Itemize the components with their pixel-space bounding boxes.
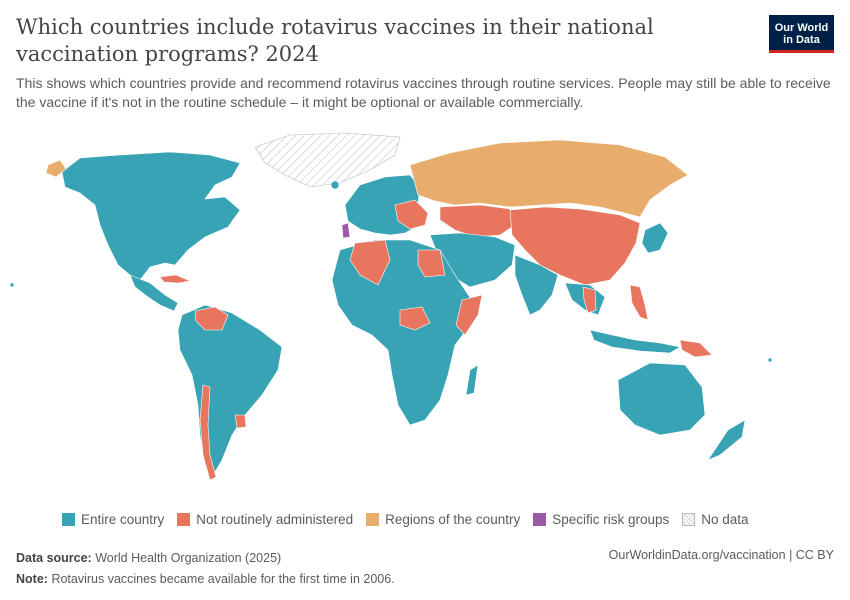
- legend-swatch-specific-risk: [533, 513, 547, 526]
- chart-subtitle: This shows which countries provide and r…: [16, 75, 831, 110]
- map-new-zealand[interactable]: [707, 419, 746, 461]
- map-uruguay[interactable]: [234, 414, 247, 429]
- legend-label: Regions of the country: [385, 512, 521, 527]
- logo-line-1: Our World: [774, 22, 829, 34]
- map-north-america[interactable]: [61, 151, 241, 281]
- map-legend: Entire country Not routinely administere…: [62, 512, 762, 527]
- map-kazakhstan[interactable]: [439, 204, 516, 238]
- map-algeria[interactable]: [349, 239, 391, 286]
- map-africa[interactable]: [331, 239, 476, 426]
- footer-url[interactable]: OurWorldinData.org/vaccination | CC BY: [608, 548, 834, 562]
- legend-swatch-regions: [366, 513, 380, 526]
- map-indonesia[interactable]: [589, 329, 681, 354]
- legend-item-regions[interactable]: Regions of the country: [366, 512, 520, 527]
- source-label: Data source:: [16, 551, 92, 565]
- map-china[interactable]: [509, 206, 641, 286]
- note-label: Note:: [16, 572, 48, 586]
- owid-logo[interactable]: Our World in Data: [769, 15, 834, 53]
- legend-item-specific-risk[interactable]: Specific risk groups: [533, 512, 669, 527]
- map-portugal[interactable]: [341, 222, 351, 239]
- map-cuba[interactable]: [159, 274, 192, 284]
- map-greenland[interactable]: [254, 132, 401, 188]
- legend-swatch-no-data: [682, 513, 696, 526]
- map-nigeria[interactable]: [399, 306, 431, 331]
- map-south-america[interactable]: [177, 304, 283, 478]
- source-link[interactable]: World Health Organization (2025): [95, 551, 282, 565]
- map-eastern-europe[interactable]: [394, 199, 429, 230]
- map-papua-new-guinea[interactable]: [679, 339, 713, 358]
- map-iceland[interactable]: [330, 180, 340, 190]
- legend-item-entire-country[interactable]: Entire country: [62, 512, 164, 527]
- map-venezuela[interactable]: [194, 306, 229, 331]
- map-india[interactable]: [514, 254, 559, 316]
- logo-line-2: in Data: [783, 34, 820, 46]
- map-hawaii[interactable]: [9, 282, 15, 288]
- map-korea-japan[interactable]: [641, 222, 669, 254]
- map-somalia[interactable]: [455, 294, 483, 336]
- legend-item-no-data[interactable]: No data: [682, 512, 749, 527]
- map-philippines[interactable]: [629, 284, 649, 321]
- footer-sources: Data source: World Health Organization (…: [16, 548, 395, 590]
- note-text: Rotavirus vaccines became available for …: [51, 572, 395, 586]
- legend-swatch-not-routinely: [177, 513, 191, 526]
- chart-title: Which countries include rotavirus vaccin…: [16, 15, 654, 66]
- legend-label: Not routinely administered: [196, 512, 354, 527]
- map-russia[interactable]: [409, 139, 689, 218]
- map-australia[interactable]: [617, 362, 706, 436]
- world-map[interactable]: [0, 125, 850, 510]
- map-egypt[interactable]: [417, 249, 446, 278]
- legend-label: No data: [701, 512, 749, 527]
- map-central-america[interactable]: [129, 274, 179, 312]
- map-thailand[interactable]: [582, 286, 597, 314]
- map-madagascar[interactable]: [465, 364, 479, 396]
- legend-label: Specific risk groups: [552, 512, 670, 527]
- legend-item-not-routinely[interactable]: Not routinely administered: [177, 512, 353, 527]
- map-alaska-west[interactable]: [45, 159, 67, 178]
- legend-swatch-entire-country: [62, 513, 75, 526]
- map-pacific-islands[interactable]: [767, 357, 773, 363]
- legend-label: Entire country: [81, 512, 165, 527]
- map-chile[interactable]: [199, 384, 217, 481]
